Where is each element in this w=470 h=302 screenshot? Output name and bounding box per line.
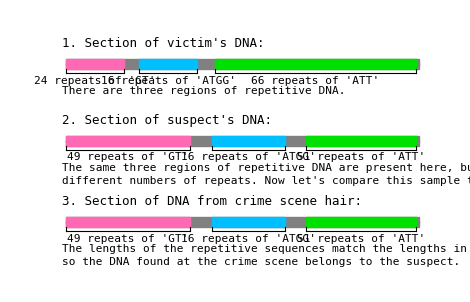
Text: 49 repeats of 'GT': 49 repeats of 'GT': [67, 153, 189, 162]
Bar: [306, 136, 416, 142]
Bar: [66, 59, 419, 65]
Bar: [139, 63, 197, 69]
Bar: [66, 217, 190, 223]
Text: 51 repeats of 'ATT': 51 repeats of 'ATT': [297, 153, 425, 162]
Text: 24 repeats of 'GT': 24 repeats of 'GT': [34, 76, 156, 86]
Text: 1. Section of victim's DNA:: 1. Section of victim's DNA:: [63, 37, 265, 50]
Text: 16 repeats of 'ATGG': 16 repeats of 'ATGG': [101, 76, 235, 86]
Bar: [212, 221, 284, 227]
Text: 3. Section of DNA from crime scene hair:: 3. Section of DNA from crime scene hair:: [63, 195, 362, 208]
Text: 16 repeats of 'ATGG': 16 repeats of 'ATGG': [180, 153, 316, 162]
Bar: [66, 217, 419, 223]
Text: 16 repeats of 'ATGG': 16 repeats of 'ATGG': [180, 234, 316, 244]
Bar: [66, 136, 190, 142]
Bar: [215, 63, 416, 69]
Text: There are three regions of repetitive DNA.: There are three regions of repetitive DN…: [63, 86, 346, 96]
Text: The same three regions of repetitive DNA are present here, but some include
diff: The same three regions of repetitive DNA…: [63, 163, 470, 186]
Bar: [66, 59, 124, 65]
Bar: [66, 63, 124, 69]
Bar: [66, 140, 190, 146]
Text: 2. Section of suspect's DNA:: 2. Section of suspect's DNA:: [63, 114, 273, 127]
Bar: [306, 217, 416, 223]
Bar: [212, 140, 284, 146]
Text: 66 repeats of 'ATT': 66 repeats of 'ATT': [251, 76, 380, 86]
Bar: [212, 136, 284, 142]
Bar: [306, 221, 416, 227]
Bar: [66, 136, 419, 142]
Bar: [66, 221, 419, 227]
Text: The lengths of the repetitive sequences match the lengths in the suspect's DNA —: The lengths of the repetitive sequences …: [63, 244, 470, 268]
Bar: [306, 140, 416, 146]
Bar: [212, 217, 284, 223]
Bar: [139, 59, 197, 65]
Bar: [215, 59, 416, 65]
Bar: [66, 63, 419, 69]
Bar: [66, 221, 190, 227]
Text: 49 repeats of 'GT': 49 repeats of 'GT': [67, 234, 189, 244]
Bar: [66, 140, 419, 146]
Text: 51 repeats of 'ATT': 51 repeats of 'ATT': [297, 234, 425, 244]
